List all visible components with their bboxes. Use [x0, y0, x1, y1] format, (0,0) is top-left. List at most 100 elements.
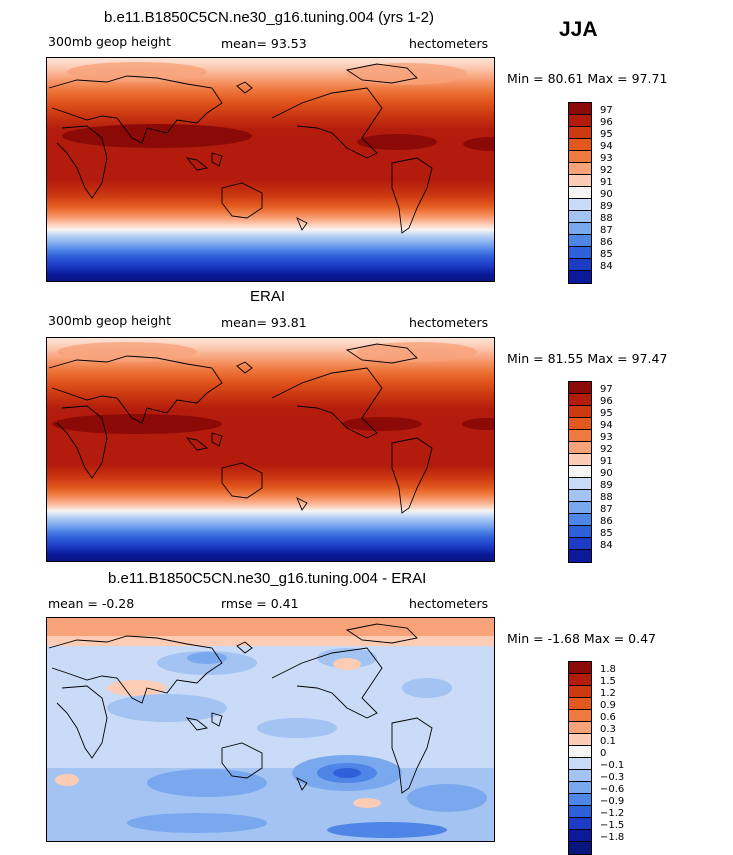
colorbar-tick-label: 0 — [600, 748, 607, 759]
colorbar-tick-label: −1.5 — [600, 820, 625, 831]
colorbar-segment — [569, 770, 591, 782]
colorbar-segment — [569, 382, 591, 394]
colorbar-segment — [569, 394, 591, 406]
colorbar-segment — [569, 223, 591, 235]
colorbar-tick-label: 1.2 — [600, 688, 616, 699]
panel-1-colorbar — [568, 102, 592, 284]
panel-2-map — [46, 337, 495, 562]
panel-1-minmax-label: Min = 80.61 Max = 97.71 — [507, 71, 668, 86]
panel-1-title: b.e11.B1850C5CN.ne30_g16.tuning.004 (yrs… — [104, 9, 434, 26]
colorbar-tick-label: −0.1 — [600, 760, 625, 771]
colorbar-segment — [569, 674, 591, 686]
panel-3-mean-label: mean = -0.28 — [48, 596, 135, 611]
colorbar-tick-label: −0.3 — [600, 772, 625, 783]
panel-1-colorbar-labels: 97 96 95 94 93 92 91 90 89 88 87 86 85 8… — [600, 105, 613, 273]
season-label: JJA — [559, 18, 598, 41]
colorbar-tick-label: 0.9 — [600, 700, 616, 711]
colorbar-segment — [569, 722, 591, 734]
colorbar-segment — [569, 259, 591, 271]
panel-3-colorbar-labels: 1.8 1.5 1.2 0.9 0.6 0.3 0.1 0 −0.1 −0.3 … — [600, 664, 624, 844]
colorbar-segment — [569, 758, 591, 770]
colorbar-segment — [569, 818, 591, 830]
colorbar-tick-label: 0.1 — [600, 736, 616, 747]
colorbar-tick-label: 96 — [600, 117, 613, 128]
colorbar-segment — [569, 686, 591, 698]
colorbar-segment — [569, 454, 591, 466]
colorbar-tick-label: 89 — [600, 480, 613, 491]
panel-3-colorbar — [568, 661, 592, 855]
colorbar-segment — [569, 127, 591, 139]
colorbar-segment — [569, 235, 591, 247]
panel-3-map-svg — [47, 618, 494, 841]
colorbar-segment — [569, 406, 591, 418]
colorbar-tick-label: 91 — [600, 177, 613, 188]
colorbar-segment — [569, 163, 591, 175]
colorbar-segment — [569, 842, 591, 854]
colorbar-tick-label: 97 — [600, 105, 613, 116]
colorbar-tick-label: 86 — [600, 237, 613, 248]
panel-1-map-svg — [47, 58, 494, 281]
colorbar-segment — [569, 271, 591, 283]
colorbar-tick-label: 84 — [600, 261, 613, 272]
panel-1-units-label: hectometers — [409, 36, 489, 51]
panel-3-rmse-label: rmse = 0.41 — [221, 596, 299, 611]
colorbar-tick-label: 96 — [600, 396, 613, 407]
panel-2-units-label: hectometers — [409, 315, 489, 330]
colorbar-segment — [569, 478, 591, 490]
colorbar-tick-label: 84 — [600, 540, 613, 551]
colorbar-segment — [569, 526, 591, 538]
panel-2-colorbar — [568, 381, 592, 563]
panel-3-minmax-label: Min = -1.68 Max = 0.47 — [507, 631, 657, 646]
panel-1-mean-label: mean= 93.53 — [221, 36, 307, 51]
colorbar-tick-label: 88 — [600, 492, 613, 503]
panel-3-units-label: hectometers — [409, 596, 489, 611]
colorbar-segment — [569, 115, 591, 127]
colorbar-tick-label: 88 — [600, 213, 613, 224]
colorbar-segment — [569, 746, 591, 758]
colorbar-segment — [569, 211, 591, 223]
colorbar-tick-label: 93 — [600, 153, 613, 164]
colorbar-tick-label: −0.6 — [600, 784, 625, 795]
panel-1-map — [46, 57, 495, 282]
colorbar-segment — [569, 794, 591, 806]
panel-1-variable-label: 300mb geop height — [48, 34, 171, 49]
colorbar-tick-label: 94 — [600, 141, 613, 152]
colorbar-segment — [569, 782, 591, 794]
colorbar-segment — [569, 830, 591, 842]
colorbar-tick-label: 0.3 — [600, 724, 616, 735]
colorbar-tick-label: 86 — [600, 516, 613, 527]
colorbar-tick-label: 85 — [600, 528, 613, 539]
colorbar-segment — [569, 103, 591, 115]
panel-2-variable-label: 300mb geop height — [48, 313, 171, 328]
colorbar-tick-label: 94 — [600, 420, 613, 431]
colorbar-tick-label: 87 — [600, 225, 613, 236]
colorbar-segment — [569, 734, 591, 746]
colorbar-segment — [569, 698, 591, 710]
colorbar-segment — [569, 430, 591, 442]
colorbar-segment — [569, 247, 591, 259]
colorbar-tick-label: 95 — [600, 408, 613, 419]
colorbar-tick-label: 91 — [600, 456, 613, 467]
colorbar-tick-label: −0.9 — [600, 796, 625, 807]
colorbar-segment — [569, 550, 591, 562]
colorbar-segment — [569, 710, 591, 722]
panel-2-title: ERAI — [250, 288, 286, 305]
colorbar-segment — [569, 151, 591, 163]
colorbar-tick-label: −1.8 — [600, 832, 625, 843]
colorbar-segment — [569, 187, 591, 199]
panel-2-colorbar-labels: 97 96 95 94 93 92 91 90 89 88 87 86 85 8… — [600, 384, 613, 552]
colorbar-tick-label: 1.8 — [600, 664, 616, 675]
colorbar-tick-label: 97 — [600, 384, 613, 395]
colorbar-segment — [569, 466, 591, 478]
colorbar-tick-label: 92 — [600, 165, 613, 176]
colorbar-tick-label: −1.2 — [600, 808, 625, 819]
colorbar-tick-label: 90 — [600, 468, 613, 479]
colorbar-segment — [569, 490, 591, 502]
panel-2-minmax-label: Min = 81.55 Max = 97.47 — [507, 351, 668, 366]
colorbar-segment — [569, 442, 591, 454]
colorbar-tick-label: 0.6 — [600, 712, 616, 723]
colorbar-tick-label: 93 — [600, 432, 613, 443]
colorbar-tick-label: 95 — [600, 129, 613, 140]
colorbar-tick-label: 92 — [600, 444, 613, 455]
colorbar-segment — [569, 806, 591, 818]
